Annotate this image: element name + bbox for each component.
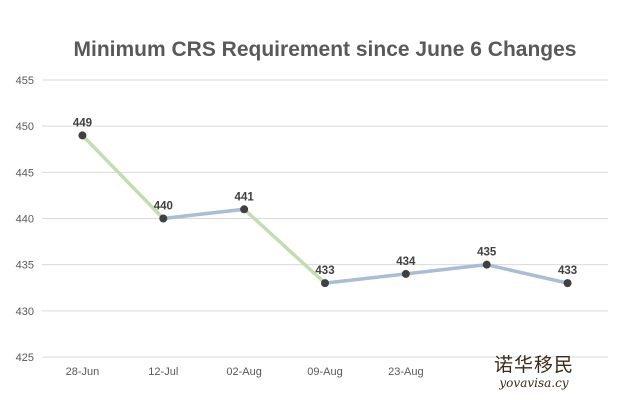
line-segment bbox=[404, 262, 489, 276]
y-tick-label: 435 bbox=[16, 260, 34, 272]
data-point bbox=[159, 214, 168, 223]
x-tick-label: 09-Aug bbox=[307, 366, 342, 378]
y-tick-label: 445 bbox=[16, 167, 34, 179]
y-tick-label: 430 bbox=[16, 306, 34, 318]
x-tick-label: 12-Jul bbox=[148, 366, 178, 378]
line-segment bbox=[484, 262, 570, 285]
data-point bbox=[401, 269, 410, 278]
data-points bbox=[78, 131, 572, 288]
data-point bbox=[563, 279, 572, 288]
grid-lines bbox=[42, 79, 608, 358]
data-point bbox=[78, 131, 87, 140]
y-tick-label: 440 bbox=[16, 214, 34, 226]
x-tick-label: 23-Aug bbox=[388, 366, 423, 378]
watermark-latin-text: yovavisa.cy bbox=[499, 376, 569, 390]
x-tick-label: 02-Aug bbox=[226, 366, 261, 378]
data-point bbox=[482, 260, 491, 269]
x-axis-ticks: 28-Jun 12-Jul 02-Aug 09-Aug 23-Aug bbox=[66, 366, 424, 378]
series-line bbox=[80, 133, 570, 285]
data-label: 440 bbox=[154, 201, 173, 213]
line-segment bbox=[161, 207, 246, 221]
data-label: 449 bbox=[73, 117, 92, 129]
data-label: 433 bbox=[558, 265, 577, 277]
data-label: 435 bbox=[477, 247, 497, 259]
data-label: 434 bbox=[396, 256, 416, 268]
x-tick-label: 28-Jun bbox=[66, 366, 100, 378]
y-tick-label: 425 bbox=[16, 352, 34, 364]
data-label: 441 bbox=[235, 191, 255, 203]
y-tick-label: 450 bbox=[16, 121, 34, 133]
watermark-logo: 诺华移民 yovavisa.cy bbox=[459, 354, 609, 390]
y-tick-label: 455 bbox=[16, 75, 34, 87]
line-segment bbox=[80, 133, 166, 221]
y-axis-ticks: 425 430 435 440 445 450 455 bbox=[16, 75, 34, 364]
line-segment bbox=[242, 207, 327, 285]
data-labels: 449 440 441 433 434 435 433 bbox=[73, 117, 577, 277]
data-label: 433 bbox=[315, 265, 334, 277]
data-point bbox=[240, 205, 249, 214]
data-point bbox=[321, 279, 329, 288]
watermark-chinese-text: 诺华移民 bbox=[493, 354, 574, 376]
chart-title: Minimum CRS Requirement since June 6 Cha… bbox=[74, 38, 577, 61]
line-segment bbox=[323, 272, 408, 285]
